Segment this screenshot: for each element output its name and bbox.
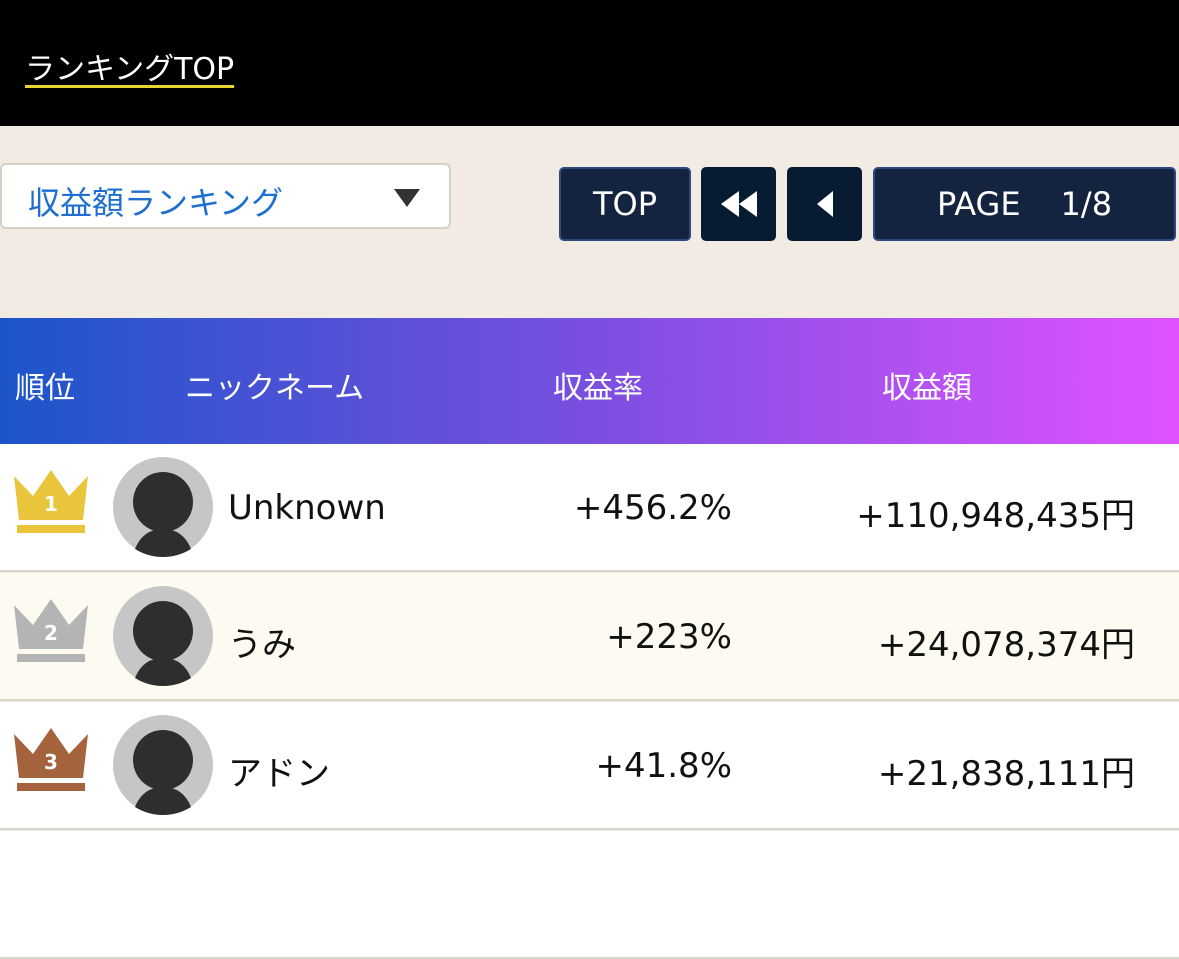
profit-amount: +24,078,374円	[877, 625, 1135, 665]
rank-crown: 2	[14, 599, 88, 662]
avatar-body	[135, 658, 191, 686]
avatar-head	[133, 730, 193, 790]
prev-page-button[interactable]	[787, 167, 862, 241]
crown-body	[14, 470, 88, 520]
column-header: 収益額	[882, 371, 972, 406]
avatar	[113, 457, 213, 557]
first-page-button[interactable]	[701, 167, 776, 241]
top-button-label: TOP	[592, 185, 658, 223]
rank-number: 2	[44, 621, 58, 645]
double-arrow-icon	[720, 191, 757, 217]
nickname: うみ	[228, 625, 296, 665]
rank-crown: 1	[14, 470, 88, 533]
avatar-head	[133, 472, 193, 532]
crown-body	[14, 728, 88, 778]
avatar	[113, 715, 213, 815]
table-header: 順位 ニックネーム 収益率 収益額	[0, 318, 1179, 444]
ranking-top-link[interactable]: ランキングTOP	[25, 52, 235, 87]
crown-band	[17, 654, 85, 662]
avatar	[113, 586, 213, 686]
crown-body	[14, 599, 88, 649]
ranking-dropdown[interactable]: 収益額ランキング	[0, 163, 451, 229]
column-header: ニックネーム	[185, 371, 365, 406]
column-header: 収益率	[553, 371, 643, 406]
page-label: PAGE	[936, 185, 1021, 223]
top-button[interactable]: TOP	[559, 167, 691, 241]
top-bar: ランキングTOP	[0, 0, 1179, 126]
profit-rate: +456.2%	[573, 488, 732, 528]
profit-rate: +41.8%	[595, 746, 733, 786]
crown-band	[17, 525, 85, 533]
dropdown-arrow	[394, 189, 420, 207]
profit-amount: +21,838,111円	[877, 754, 1135, 794]
avatar-head	[133, 601, 193, 661]
rank-number: 1	[44, 492, 58, 516]
crown-band	[17, 783, 85, 791]
ranking-row: 3 アドン +41.8% +21,838,111円	[0, 702, 1179, 830]
rank-crown: 3	[14, 728, 88, 791]
dropdown-label: 収益額ランキング	[28, 184, 284, 222]
next-row	[0, 831, 1179, 959]
profit-rate: +223%	[606, 617, 732, 657]
nickname: Unknown	[228, 488, 386, 528]
nickname: アドン	[228, 754, 330, 794]
page-indicator[interactable]: PAGE 1/8	[873, 167, 1176, 241]
ranking-row: 2 うみ +223% +24,078,374円	[0, 573, 1179, 701]
avatar-body	[135, 529, 191, 557]
arrow-icon	[816, 191, 833, 217]
ranking-row: 1 Unknown +456.2% +110,948,435円	[0, 444, 1179, 572]
avatar-body	[135, 787, 191, 815]
rank-number: 3	[44, 750, 58, 774]
page-value: 1/8	[1060, 185, 1113, 223]
profit-amount: +110,948,435円	[856, 496, 1135, 536]
column-header: 順位	[15, 371, 75, 406]
